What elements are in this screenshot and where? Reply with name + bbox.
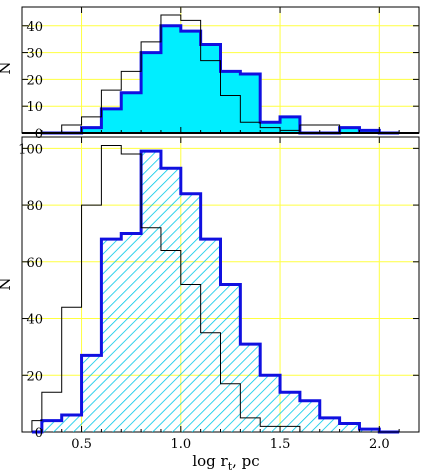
x-axis-label-unit: , pc <box>232 452 260 470</box>
bottom-y-tick-label-5: 100 <box>18 142 43 157</box>
bottom-series-0-outline <box>31 145 400 433</box>
top-y-tick-label-4: 40 <box>26 20 43 35</box>
top-y-tick-label-3: 30 <box>26 47 43 62</box>
top-ticks: 0 10 20 30 40 <box>22 7 419 142</box>
bottom-y-tick-label-2: 40 <box>26 313 43 328</box>
bottom-x-tick-label-3: 2.0 <box>369 437 390 452</box>
bottom-x-tick-label-0: 0.5 <box>71 437 92 452</box>
bottom-y-tick-label-0: 0 <box>35 426 43 441</box>
top-y-tick-label-0: 0 <box>35 127 43 142</box>
x-axis-label-subscript: t <box>228 460 233 472</box>
bottom-y-tick-label-3: 60 <box>26 256 43 271</box>
top-y-axis-label: N <box>0 61 14 74</box>
bottom-y-tick-label-4: 80 <box>26 199 43 214</box>
bottom-ticks: 0.5 1.0 1.5 2.0 0 20 40 60 80 100 <box>18 137 419 452</box>
bottom-y-axis-label: N <box>0 277 14 290</box>
x-axis-label: log rt, pc <box>192 452 259 472</box>
top-panel: 0 10 20 30 40 N <box>0 6 420 142</box>
bottom-panel: 0.5 1.0 1.5 2.0 0 20 40 60 80 100 N log rt, pc <box>0 136 420 472</box>
top-series-group <box>41 14 400 135</box>
top-y-tick-label-2: 20 <box>26 73 43 88</box>
bottom-y-tick-label-1: 20 <box>26 369 43 384</box>
top-series-0-outline <box>41 14 400 134</box>
bottom-series-1-outline <box>31 149 400 434</box>
bottom-series-group <box>31 145 400 434</box>
top-grid <box>22 7 419 133</box>
top-y-tick-label-1: 10 <box>26 100 43 115</box>
bottom-x-tick-label-1: 1.0 <box>170 437 191 452</box>
x-axis-label-main: log r <box>192 452 228 470</box>
bottom-series-1-hatch <box>31 151 400 433</box>
bottom-x-tick-label-2: 1.5 <box>270 437 291 452</box>
